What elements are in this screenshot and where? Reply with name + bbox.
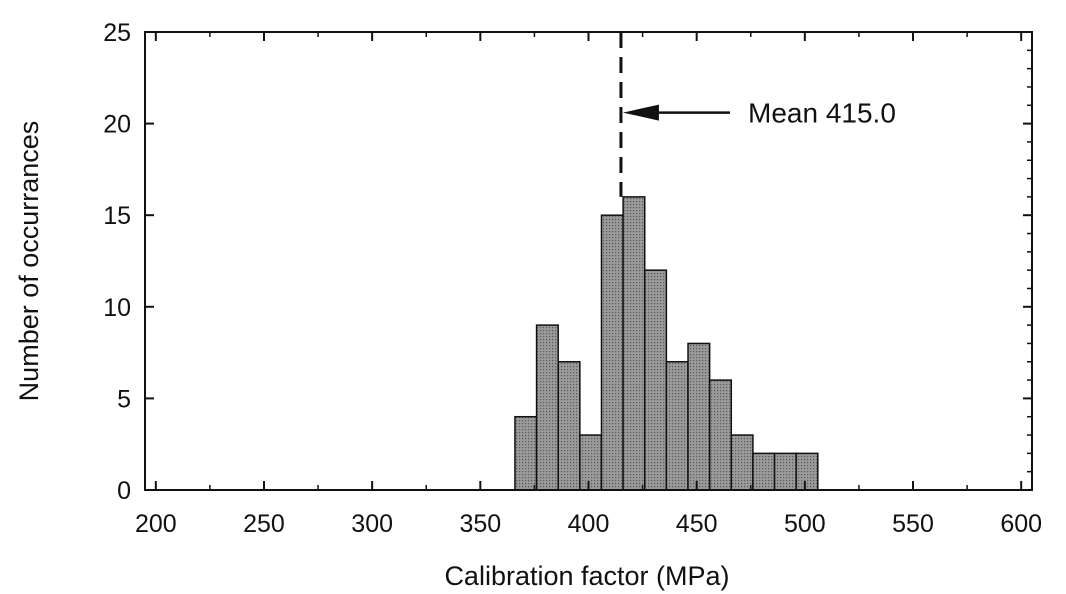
y-tick-label: 15 (103, 202, 131, 230)
histogram-bar (795, 452, 819, 491)
x-tick-label: 350 (459, 510, 501, 538)
plot-frame (144, 31, 1033, 491)
histogram-bar (708, 379, 733, 491)
x-tick-label: 400 (568, 510, 610, 538)
histogram-bar (579, 434, 603, 491)
x-tick-label: 250 (243, 510, 285, 538)
histogram-bar (600, 214, 624, 491)
x-tick-label: 300 (351, 510, 393, 538)
y-tick-label: 25 (103, 19, 131, 47)
y-tick-label: 5 (117, 385, 131, 413)
mean-label: Mean 415.0 (748, 98, 896, 129)
mean-arrow-head-icon (622, 104, 659, 121)
histogram-bar (773, 452, 797, 491)
y-axis-title: Number of occurrances (14, 121, 44, 402)
x-tick-label: 600 (1000, 510, 1042, 538)
x-axis-title: Calibration factor (MPa) (444, 561, 729, 591)
x-tick-label: 550 (892, 510, 934, 538)
y-tick-label: 0 (117, 477, 131, 505)
plot-area (514, 196, 819, 491)
y-tick-label: 20 (103, 111, 131, 139)
histogram-bar (730, 434, 754, 491)
mean-annotation: Mean 415.0 (619, 32, 896, 197)
y-tick-label: 10 (103, 294, 131, 322)
x-tick-label: 500 (784, 510, 826, 538)
histogram-bar (557, 361, 581, 491)
x-axis: 200 250 300 350 400 450 500 550 600 (135, 32, 1042, 538)
histogram-bar (535, 324, 559, 491)
histogram-bar (643, 269, 668, 491)
histogram-bar (514, 415, 538, 491)
x-tick-label: 450 (676, 510, 718, 538)
y-axis: 0 5 10 15 20 25 (103, 19, 1032, 505)
histogram-bar (622, 196, 646, 491)
x-tick-label: 200 (135, 510, 177, 538)
histogram-bar (687, 342, 711, 491)
histogram-bar (752, 452, 776, 491)
histogram-bar (665, 361, 689, 491)
